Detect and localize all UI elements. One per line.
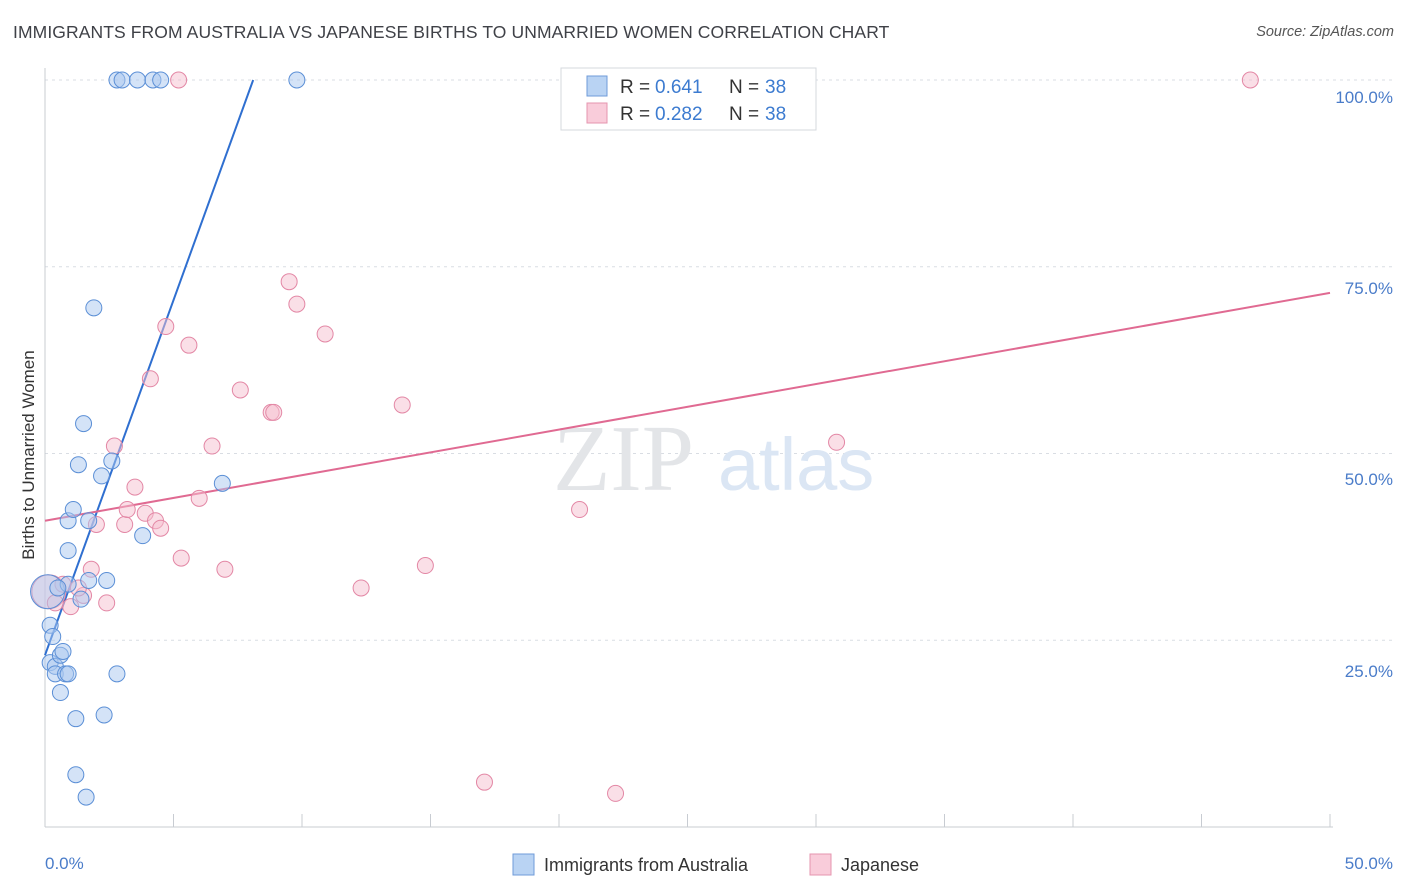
point-japanese-18	[180, 336, 198, 354]
point-japanese-36	[170, 71, 188, 89]
point-japanese-34	[828, 433, 846, 451]
point-japanese-28	[352, 579, 370, 597]
trend-line-japanese	[44, 291, 1331, 522]
point-japanese-29	[393, 396, 411, 414]
point-japanese-20	[203, 437, 221, 455]
stats-legend: R = 0.641 N = 38 R = 0.282 N = 38	[560, 67, 817, 131]
series-legend-label-japanese: Japanese	[841, 855, 919, 875]
y-tick-label-100: 100.0%	[1335, 88, 1393, 107]
trend-line-australia	[44, 79, 255, 656]
y-axis-label: Births to Unmarried Women	[19, 350, 38, 559]
point-japanese-13	[141, 370, 159, 388]
x-tick-label-min: 0.0%	[45, 854, 84, 873]
y-tick-label-25: 25.0%	[1345, 662, 1393, 681]
chart-title: IMMIGRANTS FROM AUSTRALIA VS JAPANESE BI…	[13, 22, 890, 42]
point-japanese-25	[280, 273, 298, 291]
source-label: Source: ZipAtlas.com	[1256, 24, 1394, 40]
point-japanese-26	[288, 295, 306, 313]
data-points	[30, 71, 1259, 806]
stats-legend-r-label-2: R =	[620, 104, 650, 125]
series-legend-swatch-australia	[512, 853, 535, 876]
point-australia-16	[67, 766, 85, 784]
point-japanese-10	[118, 501, 136, 519]
point-australia-10	[59, 665, 77, 683]
stats-legend-n-label-1: N =	[729, 77, 759, 98]
point-australia-8	[51, 684, 69, 702]
point-australia-23	[85, 299, 103, 317]
stats-legend-n-value-1: 38	[765, 77, 786, 98]
point-australia-28	[108, 665, 126, 683]
stats-legend-r-value-2: 0.282	[655, 104, 703, 125]
point-japanese-16	[157, 318, 175, 336]
point-japanese-21	[216, 560, 234, 578]
point-japanese-15	[152, 519, 170, 537]
point-australia-30	[213, 474, 231, 492]
stats-legend-swatch-blue	[586, 75, 608, 97]
point-japanese-8	[105, 437, 123, 455]
point-australia-18	[72, 590, 90, 608]
point-japanese-7	[98, 594, 116, 612]
stats-legend-n-label-2: N =	[729, 104, 759, 125]
point-japanese-9	[116, 515, 134, 533]
trend-lines	[44, 79, 1331, 656]
point-australia-22	[80, 512, 98, 530]
x-tick-label-max: 50.0%	[1345, 854, 1393, 873]
point-japanese-17	[172, 549, 190, 567]
watermark: ZIP atlas	[553, 407, 874, 511]
point-australia-14	[64, 501, 82, 519]
point-australia-24	[93, 467, 111, 485]
stats-legend-r-label-1: R =	[620, 77, 650, 98]
point-australia-27	[103, 452, 121, 470]
point-australia-7	[54, 642, 72, 660]
watermark-atlas: atlas	[718, 423, 874, 506]
point-australia-2	[44, 628, 62, 646]
axes	[44, 68, 1333, 828]
y-tick-label-75: 75.0%	[1345, 279, 1393, 298]
point-japanese-31	[475, 773, 493, 791]
point-australia-12	[59, 542, 77, 560]
point-japanese-32	[571, 501, 589, 519]
point-australia-17	[69, 456, 87, 474]
point-japanese-30	[416, 557, 434, 575]
series-legend: Immigrants from Australia Japanese	[512, 853, 919, 876]
stats-legend-r-value-1: 0.641	[655, 77, 703, 98]
point-australia-32	[113, 71, 131, 89]
stats-legend-swatch-pink	[586, 102, 608, 124]
x-axis-ticks	[44, 814, 1331, 827]
point-japanese-35	[1241, 71, 1259, 89]
point-australia-25	[95, 706, 113, 724]
point-australia-15	[67, 710, 85, 728]
point-australia-35	[152, 71, 170, 89]
point-australia-29	[134, 527, 152, 545]
point-japanese-33	[607, 784, 625, 802]
series-legend-swatch-japanese	[809, 853, 832, 876]
point-japanese-24	[265, 403, 283, 421]
point-japanese-19	[190, 489, 208, 507]
point-australia-26	[98, 571, 116, 589]
point-australia-19	[75, 415, 93, 433]
point-japanese-27	[316, 325, 334, 343]
point-australia-37	[49, 579, 67, 597]
point-japanese-11	[126, 478, 144, 496]
point-australia-20	[77, 788, 95, 806]
grid-lines	[45, 79, 1393, 641]
point-australia-33	[129, 71, 147, 89]
stats-legend-n-value-2: 38	[765, 104, 786, 125]
point-japanese-22	[231, 381, 249, 399]
point-australia-36	[288, 71, 306, 89]
series-legend-label-australia: Immigrants from Australia	[544, 855, 749, 875]
y-tick-label-50: 50.0%	[1345, 470, 1393, 489]
point-australia-21	[80, 571, 98, 589]
watermark-zip: ZIP	[553, 407, 694, 511]
